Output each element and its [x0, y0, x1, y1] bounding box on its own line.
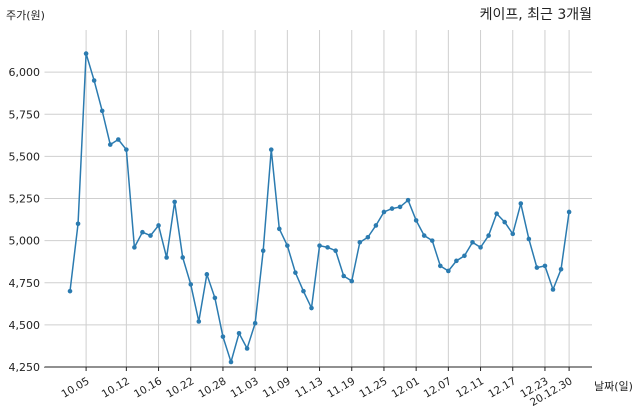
- data-point: [236, 331, 242, 336]
- data-point: [502, 219, 508, 225]
- y-tick-label: 4,250: [9, 361, 41, 374]
- chart-title: 케이프, 최근 3개월: [480, 7, 592, 23]
- data-point: [373, 223, 379, 228]
- data-point: [421, 233, 427, 238]
- x-tick-label: 10.22: [164, 375, 196, 400]
- data-point: [228, 359, 234, 365]
- data-point: [172, 199, 177, 205]
- data-point: [349, 278, 355, 284]
- data-point: [470, 240, 475, 245]
- data-point: [566, 209, 572, 215]
- x-tick-label: 11.03: [229, 375, 261, 400]
- data-point: [381, 209, 387, 215]
- data-point: [397, 204, 403, 210]
- data-point: [124, 147, 129, 152]
- data-point: [140, 229, 145, 235]
- data-point: [116, 137, 121, 142]
- data-point: [558, 266, 564, 272]
- y-tick-label: 5,500: [9, 150, 41, 163]
- data-point: [526, 236, 532, 242]
- y-axis-label: 주가(원): [6, 9, 45, 22]
- x-tick-label: 11.09: [261, 375, 293, 400]
- axes: [43, 20, 592, 368]
- y-tick-labels: 4,250 4,500 4,750 5,000 5,250 5,500 5,750 6,000: [9, 66, 41, 374]
- y-tick-label: 5,750: [9, 108, 41, 121]
- data-point: [156, 223, 161, 228]
- data-point: [91, 78, 97, 83]
- y-tick-label: 4,750: [9, 277, 41, 290]
- x-tick-label: 10.05: [60, 375, 92, 400]
- x-tick-label: 10.16: [132, 375, 164, 401]
- data-point: [268, 147, 274, 152]
- data-point: [462, 253, 467, 259]
- data-point: [325, 245, 330, 250]
- data-points: [67, 51, 572, 365]
- y-tick-label: 6,000: [9, 66, 41, 79]
- data-point: [293, 270, 298, 275]
- data-point: [438, 263, 443, 269]
- data-point: [429, 238, 435, 243]
- data-point: [148, 233, 153, 238]
- data-point: [285, 243, 290, 248]
- data-point: [486, 233, 491, 238]
- x-tick-label: 11.25: [357, 375, 389, 400]
- data-point: [534, 265, 540, 270]
- data-point: [204, 272, 210, 277]
- data-point: [317, 243, 322, 248]
- data-point: [277, 226, 282, 232]
- data-point: [357, 240, 363, 245]
- data-point: [212, 295, 218, 301]
- x-tick-label: 11.13: [293, 375, 325, 400]
- x-tick-labels: 10.05 10.12 10.16 10.22 10.28 11.03 11.09 11.13…: [60, 367, 575, 409]
- data-point: [252, 320, 258, 326]
- data-point: [132, 245, 137, 250]
- data-point: [83, 51, 89, 56]
- data-point: [405, 197, 411, 203]
- data-point: [365, 234, 371, 240]
- data-point: [301, 288, 306, 294]
- data-point: [99, 108, 105, 114]
- data-point: [67, 288, 73, 294]
- data-point: [542, 263, 548, 269]
- x-axis-label: 날짜(일): [594, 379, 633, 393]
- data-point: [341, 273, 347, 279]
- data-point: [75, 221, 81, 227]
- data-point: [196, 319, 202, 324]
- data-point: [107, 142, 113, 147]
- x-tick-label: 12.01: [390, 375, 422, 400]
- x-tick-label: 10.12: [100, 375, 132, 400]
- x-tick-label: 12.17: [486, 375, 518, 400]
- data-point: [550, 287, 556, 292]
- data-point: [389, 206, 395, 211]
- data-point: [180, 255, 185, 260]
- data-point: [454, 258, 459, 264]
- grid: [44, 30, 592, 368]
- y-tick-label: 5,000: [9, 235, 41, 248]
- data-point: [478, 245, 483, 250]
- x-tick-label: 11.19: [325, 375, 357, 400]
- data-point: [494, 211, 499, 216]
- data-point: [220, 334, 226, 339]
- data-point: [260, 248, 266, 254]
- data-point: [188, 282, 194, 287]
- y-tick-label: 5,250: [9, 193, 41, 206]
- data-point: [413, 218, 419, 223]
- data-point: [518, 201, 524, 206]
- x-tick-label: 12.11: [454, 375, 486, 400]
- y-tick-label: 4,500: [9, 319, 41, 332]
- data-point: [333, 248, 338, 254]
- data-point: [244, 346, 250, 351]
- data-point: [446, 268, 451, 274]
- data-point: [510, 231, 516, 237]
- data-point: [164, 255, 169, 260]
- data-point: [309, 305, 314, 311]
- x-tick-label: 10.28: [196, 375, 228, 400]
- x-tick-label: 12.07: [422, 375, 454, 400]
